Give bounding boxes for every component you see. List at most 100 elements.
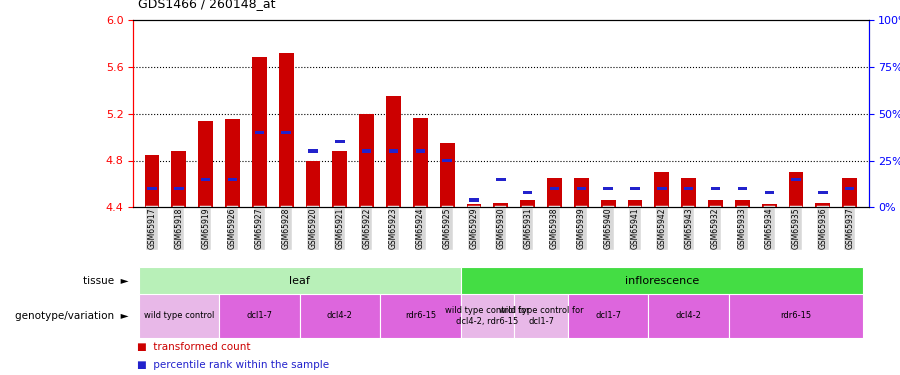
Bar (574, 178, 589, 207)
Bar (761, 204, 777, 207)
Bar (335, 140, 345, 144)
Bar (547, 178, 562, 207)
Bar (413, 118, 428, 207)
Text: GSM65936: GSM65936 (818, 207, 827, 249)
Text: GSM65935: GSM65935 (791, 207, 800, 249)
Text: GSM65938: GSM65938 (550, 207, 559, 249)
Text: GSM65917: GSM65917 (148, 207, 157, 249)
Text: GSM65930: GSM65930 (497, 207, 506, 249)
Text: GSM65943: GSM65943 (684, 207, 693, 249)
Bar (228, 177, 238, 181)
Text: GSM65923: GSM65923 (389, 207, 398, 249)
Bar (496, 177, 506, 181)
Text: GSM65937: GSM65937 (845, 207, 854, 249)
Bar (309, 149, 318, 153)
Bar (520, 200, 536, 207)
Text: inflorescence: inflorescence (625, 276, 699, 286)
Bar (514, 294, 568, 338)
Text: GSM65940: GSM65940 (604, 207, 613, 249)
Bar (729, 294, 863, 338)
Text: GSM65920: GSM65920 (309, 207, 318, 249)
Bar (708, 200, 723, 207)
Bar (362, 149, 372, 153)
Bar (332, 151, 347, 207)
Text: GSM65918: GSM65918 (175, 207, 184, 249)
Bar (386, 96, 400, 207)
Text: dcl1-7: dcl1-7 (247, 311, 273, 320)
Bar (219, 294, 300, 338)
Bar (306, 160, 320, 207)
Bar (469, 198, 479, 202)
Text: GSM65926: GSM65926 (228, 207, 237, 249)
Bar (601, 200, 616, 207)
Text: GSM65921: GSM65921 (336, 207, 345, 249)
Bar (380, 294, 461, 338)
Bar (145, 154, 159, 207)
Text: GSM65924: GSM65924 (416, 207, 425, 249)
Bar (842, 178, 857, 207)
Bar (681, 178, 696, 207)
Bar (252, 57, 266, 207)
Bar (738, 187, 747, 190)
Bar (139, 267, 461, 294)
Text: wild type control for
dcl4-2, rdr6-15: wild type control for dcl4-2, rdr6-15 (446, 306, 530, 326)
Bar (279, 53, 293, 207)
Text: GSM65939: GSM65939 (577, 207, 586, 249)
Bar (791, 177, 801, 181)
Text: tissue  ►: tissue ► (83, 276, 129, 286)
Bar (201, 177, 211, 181)
Bar (461, 267, 863, 294)
Text: GSM65928: GSM65928 (282, 207, 291, 249)
Text: rdr6-15: rdr6-15 (780, 311, 812, 320)
Bar (443, 159, 452, 162)
Text: GSM65934: GSM65934 (765, 207, 774, 249)
Text: wild type control for
dcl1-7: wild type control for dcl1-7 (499, 306, 583, 326)
Bar (440, 143, 454, 207)
Bar (416, 149, 425, 153)
Bar (604, 187, 613, 190)
Text: wild type control: wild type control (144, 311, 214, 320)
Bar (171, 151, 186, 207)
Text: GSM65927: GSM65927 (255, 207, 264, 249)
Bar (174, 187, 184, 190)
Text: GSM65919: GSM65919 (202, 207, 211, 249)
Text: GSM65933: GSM65933 (738, 207, 747, 249)
Bar (764, 190, 774, 194)
Text: ■  transformed count: ■ transformed count (137, 342, 250, 352)
Text: GSM65922: GSM65922 (362, 207, 371, 249)
Text: GSM65932: GSM65932 (711, 207, 720, 249)
Text: genotype/variation  ►: genotype/variation ► (15, 311, 129, 321)
Text: ■  percentile rank within the sample: ■ percentile rank within the sample (137, 360, 329, 370)
Text: GSM65929: GSM65929 (470, 207, 479, 249)
Text: GSM65931: GSM65931 (523, 207, 532, 249)
Text: GSM65925: GSM65925 (443, 207, 452, 249)
Bar (845, 187, 854, 190)
Bar (648, 294, 729, 338)
Bar (815, 202, 831, 207)
Bar (359, 114, 374, 207)
Bar (654, 172, 670, 207)
Bar (568, 294, 648, 338)
Bar (493, 202, 508, 207)
Text: dcl4-2: dcl4-2 (327, 311, 353, 320)
Bar (630, 187, 640, 190)
Bar (255, 130, 264, 134)
Bar (282, 130, 291, 134)
Text: dcl1-7: dcl1-7 (595, 311, 621, 320)
Bar (461, 294, 514, 338)
Bar (466, 204, 482, 207)
Bar (198, 121, 213, 207)
Bar (300, 294, 380, 338)
Text: leaf: leaf (289, 276, 310, 286)
Bar (550, 187, 559, 190)
Text: GSM65941: GSM65941 (631, 207, 640, 249)
Bar (657, 187, 667, 190)
Text: dcl4-2: dcl4-2 (676, 311, 702, 320)
Bar (148, 187, 157, 190)
Bar (523, 190, 533, 194)
Bar (389, 149, 398, 153)
Bar (577, 187, 586, 190)
Bar (684, 187, 693, 190)
Bar (788, 172, 804, 207)
Text: GDS1466 / 260148_at: GDS1466 / 260148_at (138, 0, 275, 10)
